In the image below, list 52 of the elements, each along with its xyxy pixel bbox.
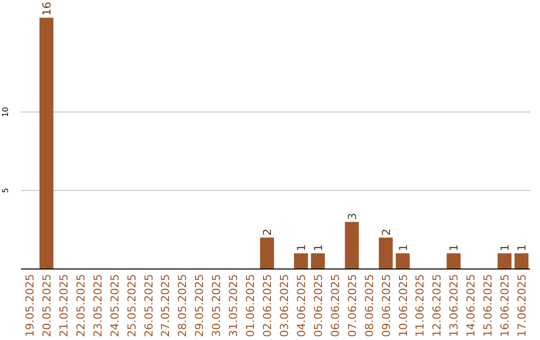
x-tick-label: 01.06.2025	[244, 274, 258, 337]
bar	[446, 253, 461, 269]
x-tick-label: 13.06.2025	[448, 274, 461, 337]
data-label: 2	[261, 228, 274, 236]
data-label: 2	[380, 228, 393, 236]
x-tick-label: 24.05.2025	[108, 274, 122, 337]
x-tick-label: 16.06.2025	[498, 274, 512, 337]
x-tick-label: 22.05.2025	[74, 274, 88, 337]
y-tick-label: 5	[1, 188, 10, 194]
x-tick-label: 21.05.2025	[57, 274, 70, 337]
x-tick-label: 10.06.2025	[396, 274, 410, 337]
bar	[260, 238, 274, 269]
data-label: 3	[346, 212, 359, 220]
x-tick-label: 03.06.2025	[278, 274, 291, 337]
x-tick-label: 31.05.2025	[227, 274, 240, 337]
data-label: 1	[516, 244, 529, 252]
x-tick-label: 02.06.2025	[261, 274, 274, 337]
bar	[396, 253, 410, 269]
bar	[310, 253, 325, 269]
bar	[294, 253, 308, 269]
x-tick-label: 04.06.2025	[294, 274, 308, 337]
bar	[498, 253, 512, 269]
bar	[39, 18, 54, 269]
y-tick-label: 10	[1, 106, 10, 118]
x-tick-label: 23.05.2025	[91, 274, 104, 337]
x-tick-label: 15.06.2025	[482, 274, 495, 337]
data-label: 1	[396, 244, 410, 252]
x-tick-label: 09.06.2025	[380, 274, 393, 337]
bar	[344, 222, 359, 269]
bar	[514, 253, 528, 269]
x-tick-label: 07.06.2025	[346, 274, 359, 337]
x-tick-label: 17.06.2025	[516, 274, 529, 337]
data-label: 1	[448, 244, 461, 252]
data-label: 16	[40, 2, 54, 16]
x-tick-label: 25.05.2025	[125, 274, 138, 337]
data-label: 1	[498, 244, 512, 252]
bar	[378, 238, 393, 269]
x-tick-label: 19.05.2025	[23, 274, 36, 337]
data-label: 1	[294, 244, 308, 252]
x-tick-label: 26.05.2025	[142, 274, 156, 337]
x-tick-label: 08.06.2025	[362, 274, 376, 337]
x-tick-label: 12.06.2025	[430, 274, 444, 337]
data-label: 1	[312, 244, 325, 252]
x-tick-label: 14.06.2025	[464, 274, 478, 337]
x-tick-label: 20.05.2025	[40, 274, 54, 337]
x-tick-label: 06.06.2025	[328, 274, 342, 337]
x-tick-label: 05.06.2025	[312, 274, 325, 337]
x-tick-label: 29.05.2025	[193, 274, 206, 337]
x-tick-label: 11.06.2025	[414, 274, 427, 337]
x-tick-label: 28.05.2025	[176, 274, 190, 337]
x-tick-label: 30.05.2025	[210, 274, 224, 337]
x-tick-label: 27.05.2025	[159, 274, 172, 337]
